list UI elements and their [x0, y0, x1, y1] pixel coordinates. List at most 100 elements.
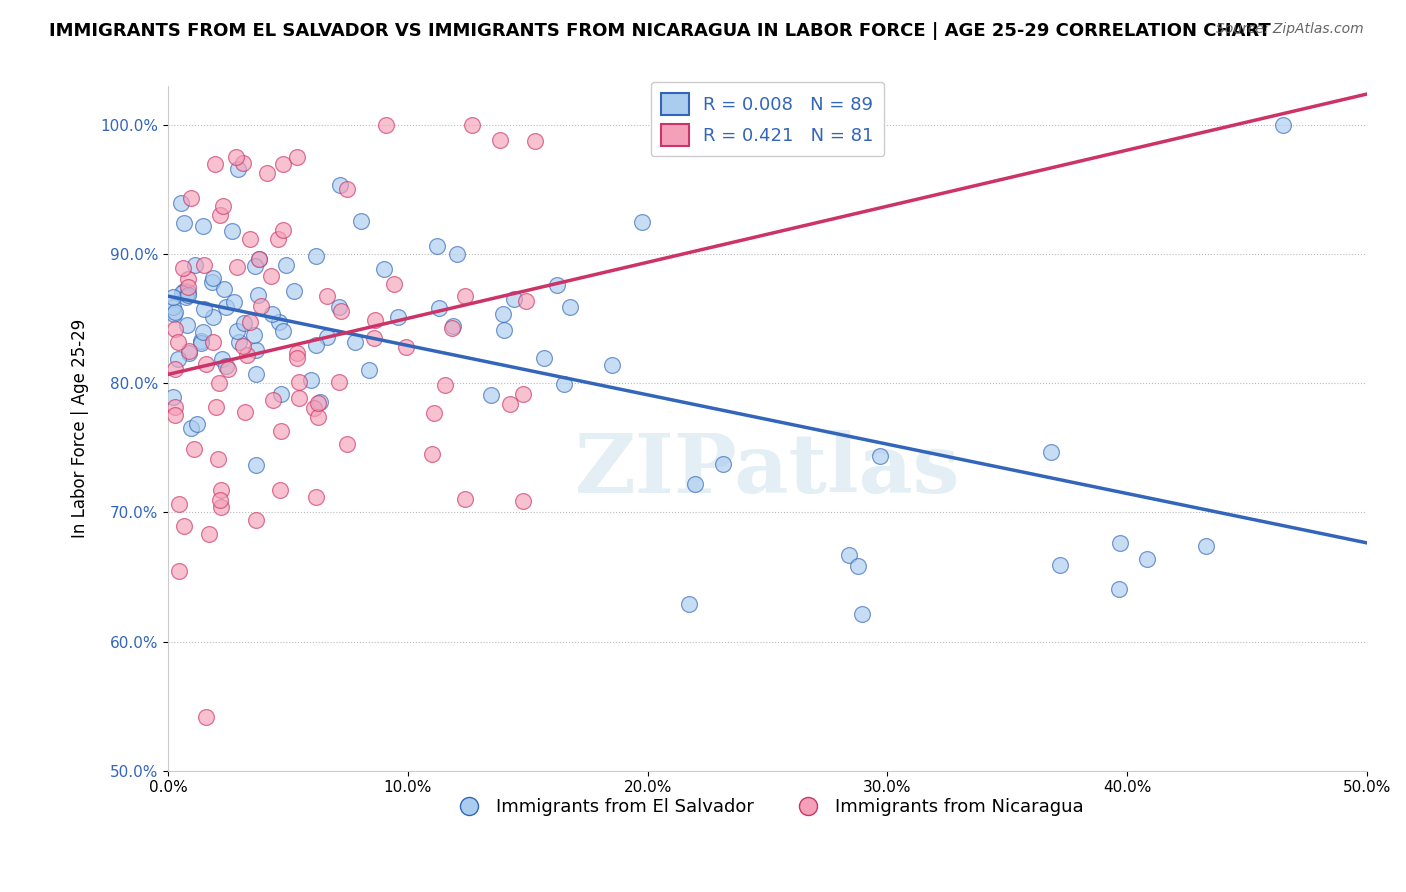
- Point: [461, 118, 484, 132]
- Point: [183, 258, 205, 272]
- Point: [387, 310, 409, 324]
- Point: [169, 195, 191, 210]
- Point: [239, 232, 262, 246]
- Point: [232, 156, 254, 170]
- Point: [194, 357, 217, 371]
- Point: [328, 300, 350, 314]
- Point: [209, 208, 232, 222]
- Point: [423, 407, 446, 421]
- Point: [172, 261, 194, 276]
- Point: [454, 289, 477, 303]
- Point: [336, 437, 359, 451]
- Point: [678, 597, 700, 611]
- Point: [209, 483, 232, 498]
- Point: [190, 336, 212, 351]
- Point: [515, 293, 537, 308]
- Point: [236, 348, 259, 362]
- Point: [364, 312, 387, 326]
- Point: [173, 285, 195, 299]
- Point: [302, 401, 325, 415]
- Point: [245, 343, 267, 357]
- Point: [165, 361, 187, 376]
- Point: [172, 286, 194, 301]
- Point: [269, 483, 291, 497]
- Point: [228, 335, 250, 350]
- Point: [285, 351, 308, 366]
- Point: [276, 258, 298, 272]
- Point: [305, 490, 328, 504]
- Point: [177, 344, 200, 359]
- Point: [285, 150, 308, 164]
- Point: [167, 497, 190, 511]
- Point: [162, 390, 184, 404]
- Point: [523, 134, 546, 148]
- Point: [194, 709, 217, 723]
- Point: [1136, 551, 1159, 566]
- Point: [163, 305, 186, 319]
- Point: [256, 166, 278, 180]
- Point: [191, 325, 214, 339]
- Point: [1195, 540, 1218, 554]
- Point: [262, 392, 284, 407]
- Point: [165, 409, 187, 423]
- Point: [479, 387, 502, 401]
- Point: [307, 409, 329, 424]
- Point: [191, 219, 214, 234]
- Point: [212, 282, 235, 296]
- Point: [427, 301, 450, 316]
- Point: [654, 119, 676, 133]
- Point: [685, 476, 707, 491]
- Point: [267, 232, 290, 246]
- Point: [215, 300, 238, 314]
- Point: [271, 324, 294, 338]
- Text: ZIPatlas: ZIPatlas: [575, 430, 960, 509]
- Point: [373, 261, 395, 276]
- Point: [600, 358, 623, 372]
- Point: [211, 352, 233, 367]
- Point: [553, 376, 575, 391]
- Point: [162, 290, 184, 304]
- Point: [558, 300, 581, 314]
- Point: [1108, 582, 1130, 596]
- Point: [359, 363, 381, 377]
- Point: [167, 351, 190, 366]
- Point: [245, 458, 267, 472]
- Point: [426, 239, 449, 253]
- Point: [499, 397, 522, 411]
- Point: [454, 492, 477, 507]
- Point: [838, 548, 860, 562]
- Point: [446, 247, 468, 261]
- Point: [180, 421, 202, 435]
- Point: [363, 331, 385, 345]
- Point: [492, 307, 515, 321]
- Y-axis label: In Labor Force | Age 25-29: In Labor Force | Age 25-29: [72, 319, 89, 538]
- Point: [228, 162, 250, 177]
- Point: [287, 376, 309, 390]
- Point: [299, 373, 322, 387]
- Point: [1271, 118, 1294, 132]
- Point: [395, 340, 418, 354]
- Point: [167, 564, 190, 578]
- Point: [207, 452, 229, 467]
- Point: [304, 249, 326, 263]
- Point: [503, 292, 526, 306]
- Point: [177, 271, 200, 285]
- Point: [204, 156, 226, 170]
- Point: [245, 513, 267, 527]
- Point: [245, 367, 267, 381]
- Text: IMMIGRANTS FROM EL SALVADOR VS IMMIGRANTS FROM NICARAGUA IN LABOR FORCE | AGE 25: IMMIGRANTS FROM EL SALVADOR VS IMMIGRANT…: [49, 22, 1271, 40]
- Point: [225, 260, 247, 274]
- Point: [233, 405, 256, 419]
- Point: [315, 330, 337, 344]
- Point: [186, 417, 208, 431]
- Point: [630, 215, 652, 229]
- Point: [179, 346, 201, 360]
- Point: [232, 339, 254, 353]
- Point: [202, 310, 225, 324]
- Legend: Immigrants from El Salvador, Immigrants from Nicaragua: Immigrants from El Salvador, Immigrants …: [444, 791, 1091, 823]
- Point: [176, 287, 198, 301]
- Point: [246, 288, 269, 302]
- Point: [271, 223, 294, 237]
- Point: [283, 285, 305, 299]
- Point: [343, 334, 366, 349]
